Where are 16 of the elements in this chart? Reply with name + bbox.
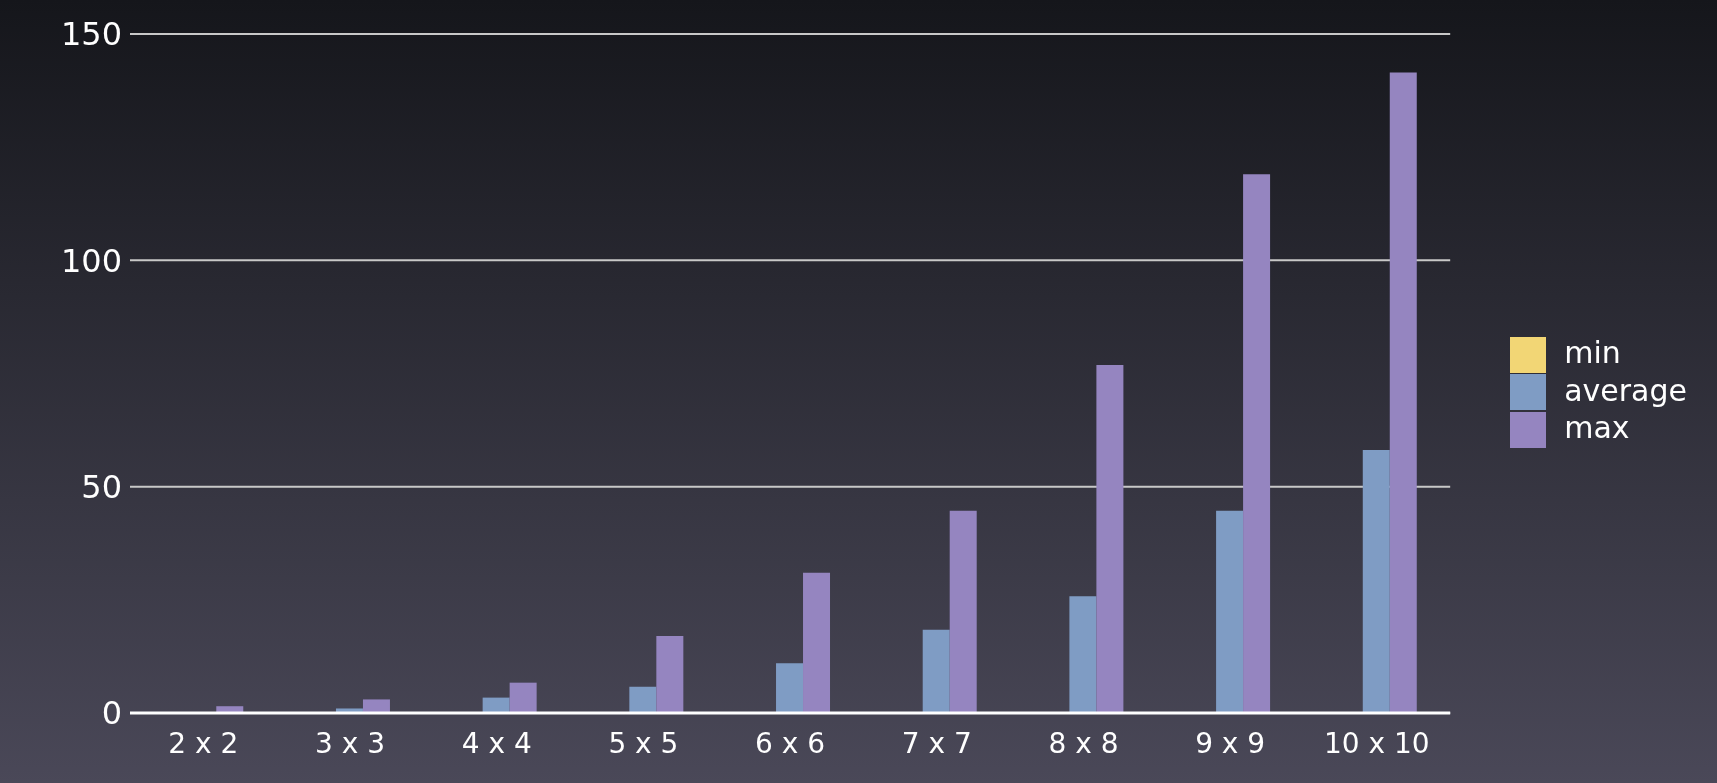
x-tick-label: 10 x 10 (1324, 726, 1430, 760)
x-tick-label: 5 x 5 (608, 726, 679, 760)
legend-label: average (1564, 372, 1687, 408)
y-tick-label: 100 (60, 241, 122, 280)
x-tick-label: 7 x 7 (901, 726, 972, 760)
x-tick-label: 8 x 8 (1048, 726, 1119, 760)
y-tick-label: 50 (81, 468, 122, 507)
x-tick-label: 2 x 2 (168, 726, 239, 760)
legend-label: max (1564, 410, 1630, 446)
legend-label: min (1564, 335, 1621, 371)
x-tick-label: 9 x 9 (1195, 726, 1266, 760)
x-tick-label: 4 x 4 (461, 726, 532, 760)
y-tick-label: 150 (60, 15, 122, 54)
x-tick-label: 6 x 6 (755, 726, 826, 760)
x-tick-label: 3 x 3 (315, 726, 386, 760)
y-tick-label: 0 (101, 694, 122, 733)
